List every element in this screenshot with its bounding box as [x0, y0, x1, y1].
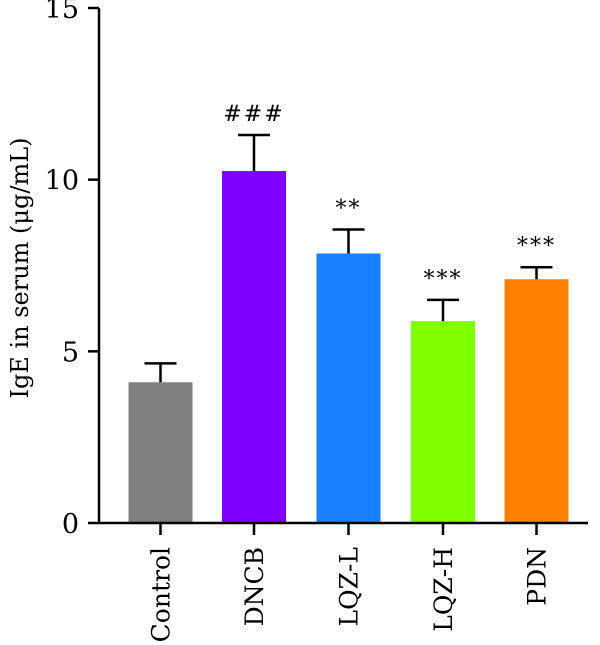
- y-tick-label: 5: [62, 337, 79, 368]
- bar: [411, 321, 475, 523]
- significance-labels: ###********: [223, 102, 556, 292]
- bar: [128, 382, 193, 523]
- x-category-label: PDN: [523, 547, 552, 606]
- y-axis-label: IgE in serum (μg/mL): [6, 137, 34, 398]
- significance-label: **: [336, 196, 362, 221]
- significance-label: ***: [424, 267, 463, 292]
- x-category-label: Control: [147, 547, 176, 642]
- error-bars: [144, 133, 553, 383]
- x-category-label: LQZ-H: [429, 547, 458, 632]
- x-category-label: DNCB: [240, 547, 269, 626]
- significance-label: ###: [223, 102, 284, 127]
- x-category-label: LQZ-L: [335, 547, 364, 627]
- bars: [128, 171, 569, 524]
- y-axis-ticks: 0 5 10 15: [45, 0, 99, 540]
- bar: [504, 279, 569, 523]
- x-axis-labels: Control DNCB LQZ-L LQZ-H PDN: [147, 523, 552, 642]
- y-tick-label: 15: [45, 0, 79, 25]
- bar: [222, 171, 286, 524]
- y-tick-label: 10: [45, 166, 79, 197]
- y-tick-label: 0: [62, 509, 79, 540]
- bar: [316, 253, 381, 523]
- significance-label: ***: [517, 234, 556, 259]
